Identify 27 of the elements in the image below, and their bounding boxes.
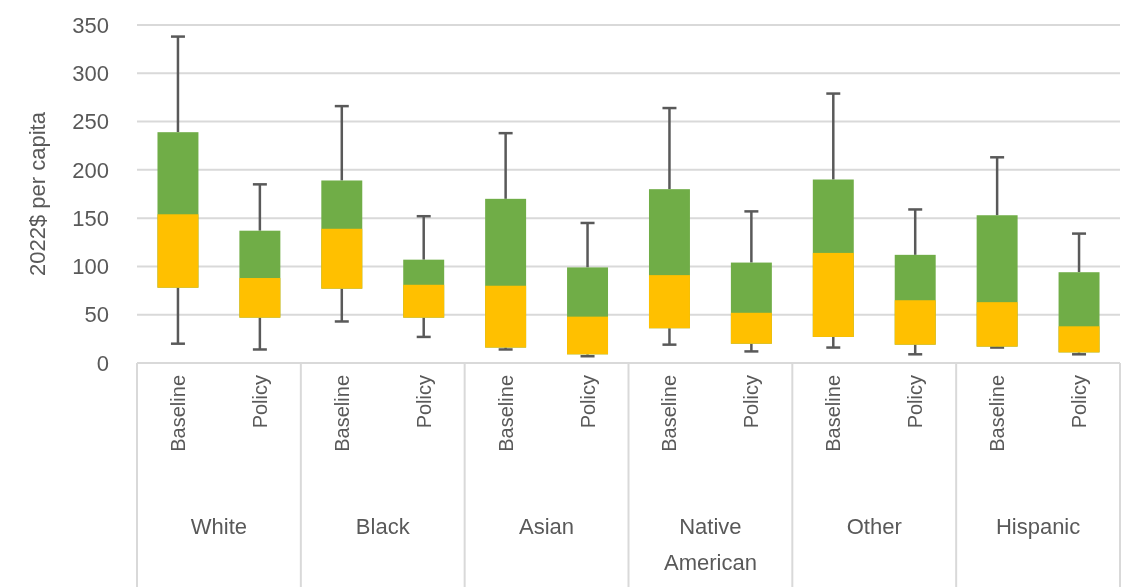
y-tick-label: 50 — [84, 302, 109, 328]
y-tick-label: 200 — [72, 157, 109, 183]
x-tick-label: Baseline — [658, 375, 681, 452]
y-tick-label: 300 — [72, 60, 109, 86]
y-tick-label: 100 — [72, 254, 109, 280]
x-tick-label: Baseline — [166, 375, 189, 452]
y-tick-label: 150 — [72, 205, 109, 231]
text: Hispanic — [995, 514, 1081, 539]
x-tick-label: Baseline — [822, 375, 845, 452]
x-tick-label: Policy — [1068, 375, 1091, 429]
text: Native American — [663, 514, 757, 575]
x-tick-label: Policy — [740, 375, 763, 429]
text: Black — [355, 514, 411, 539]
y-axis-title: 2022$ per capita — [25, 111, 50, 276]
x-tick-label: Policy — [248, 375, 271, 429]
x-tick-label: Policy — [904, 375, 927, 429]
y-tick-label: 250 — [72, 109, 109, 135]
text: Asian — [519, 514, 575, 539]
x-tick-label: Baseline — [986, 375, 1009, 452]
x-tick-label: Policy — [412, 375, 435, 429]
x-tick-label: Baseline — [330, 375, 353, 452]
y-tick-label: 350 — [72, 12, 109, 38]
text: White — [190, 514, 248, 539]
x-tick-label: Baseline — [494, 375, 517, 452]
x-tick-label: Policy — [576, 375, 599, 429]
text: Other — [846, 514, 902, 539]
y-tick-label: 0 — [96, 350, 109, 376]
